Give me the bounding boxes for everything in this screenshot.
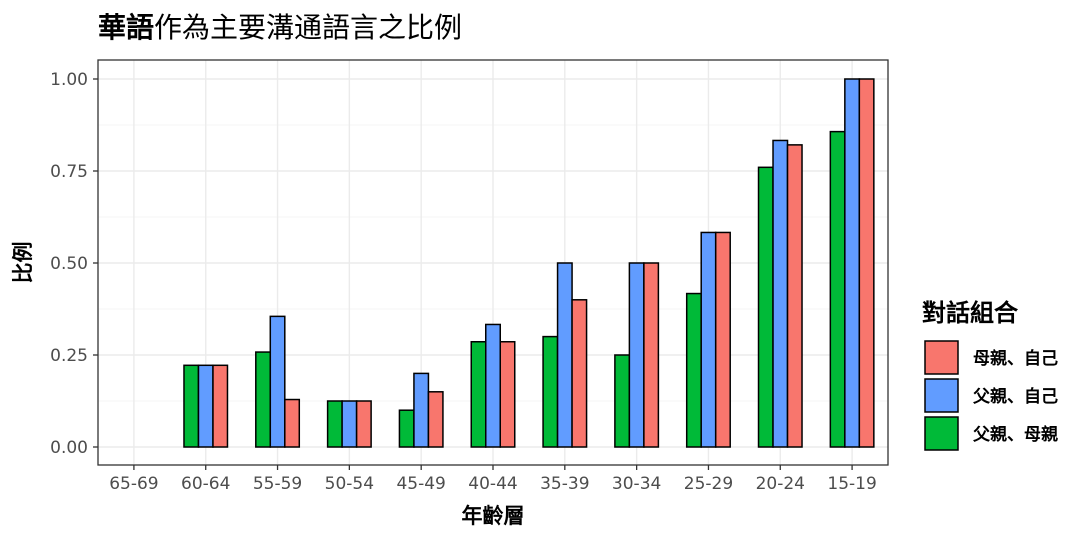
x-axis: 65-69 60-64 55-59 50-54 45-49 40-44 35-39 30-34…	[109, 465, 877, 494]
bar	[413, 372, 430, 448]
x-tick-label: 45-49	[396, 474, 445, 494]
x-tick-label: 20-24	[756, 474, 805, 494]
bar	[643, 262, 660, 448]
chart-title: 華語作為主要溝通語言之比例	[98, 6, 462, 46]
legend-key	[924, 416, 959, 451]
bar	[685, 292, 702, 448]
bar	[757, 166, 774, 448]
x-tick-label: 35-39	[540, 474, 589, 494]
bar	[197, 364, 214, 448]
bar	[628, 262, 645, 448]
bar	[341, 400, 358, 448]
bar	[542, 335, 559, 448]
x-tick-label: 55-59	[253, 474, 302, 494]
x-tick-label: 25-29	[684, 474, 733, 494]
bar	[269, 315, 286, 448]
legend-label: 父親、母親	[972, 424, 1058, 445]
bar	[284, 398, 301, 448]
y-axis-title: 比例	[11, 242, 35, 284]
bar	[485, 323, 501, 448]
bar	[398, 409, 415, 448]
bar	[183, 364, 200, 448]
bar	[571, 299, 588, 448]
x-tick-label: 65-69	[109, 474, 158, 494]
chart-title-bold: 華語	[98, 11, 155, 44]
bar	[786, 144, 803, 448]
x-tick-label: 40-44	[468, 474, 517, 494]
y-tick-label: 0.00	[50, 438, 88, 458]
legend-title: 對話組合	[922, 299, 1019, 327]
chart-title-rest: 作為主要溝通語言之比例	[154, 11, 463, 44]
x-tick-label: 15-19	[827, 474, 876, 494]
bar	[614, 354, 631, 448]
y-axis: 0.00 0.25 0.50 0.75 1.00	[50, 70, 98, 458]
y-tick-label: 0.50	[50, 254, 88, 274]
bar	[556, 262, 573, 448]
x-tick-label: 30-34	[612, 474, 661, 494]
x-tick-label: 60-64	[181, 474, 230, 494]
bar	[858, 78, 875, 448]
legend-label: 父親、自己	[972, 386, 1058, 407]
y-tick-label: 0.75	[50, 162, 88, 182]
bar	[212, 364, 229, 448]
y-tick-label: 0.25	[50, 346, 88, 366]
x-tick-label: 50-54	[325, 474, 374, 494]
bar	[255, 351, 272, 448]
bar	[772, 139, 789, 448]
bar	[470, 341, 487, 448]
bar	[427, 391, 444, 448]
legend-label: 母親、自己	[973, 348, 1058, 369]
bar	[844, 78, 861, 448]
bar	[499, 341, 516, 448]
bar	[714, 231, 731, 448]
bar	[829, 130, 846, 448]
bar	[326, 400, 343, 448]
bars	[183, 78, 875, 448]
y-tick-label: 1.00	[50, 70, 88, 90]
legend-key	[924, 340, 959, 375]
bar	[355, 400, 372, 448]
bar	[700, 231, 717, 448]
legend-key	[924, 378, 959, 413]
x-axis-title: 年齡層	[462, 504, 525, 528]
